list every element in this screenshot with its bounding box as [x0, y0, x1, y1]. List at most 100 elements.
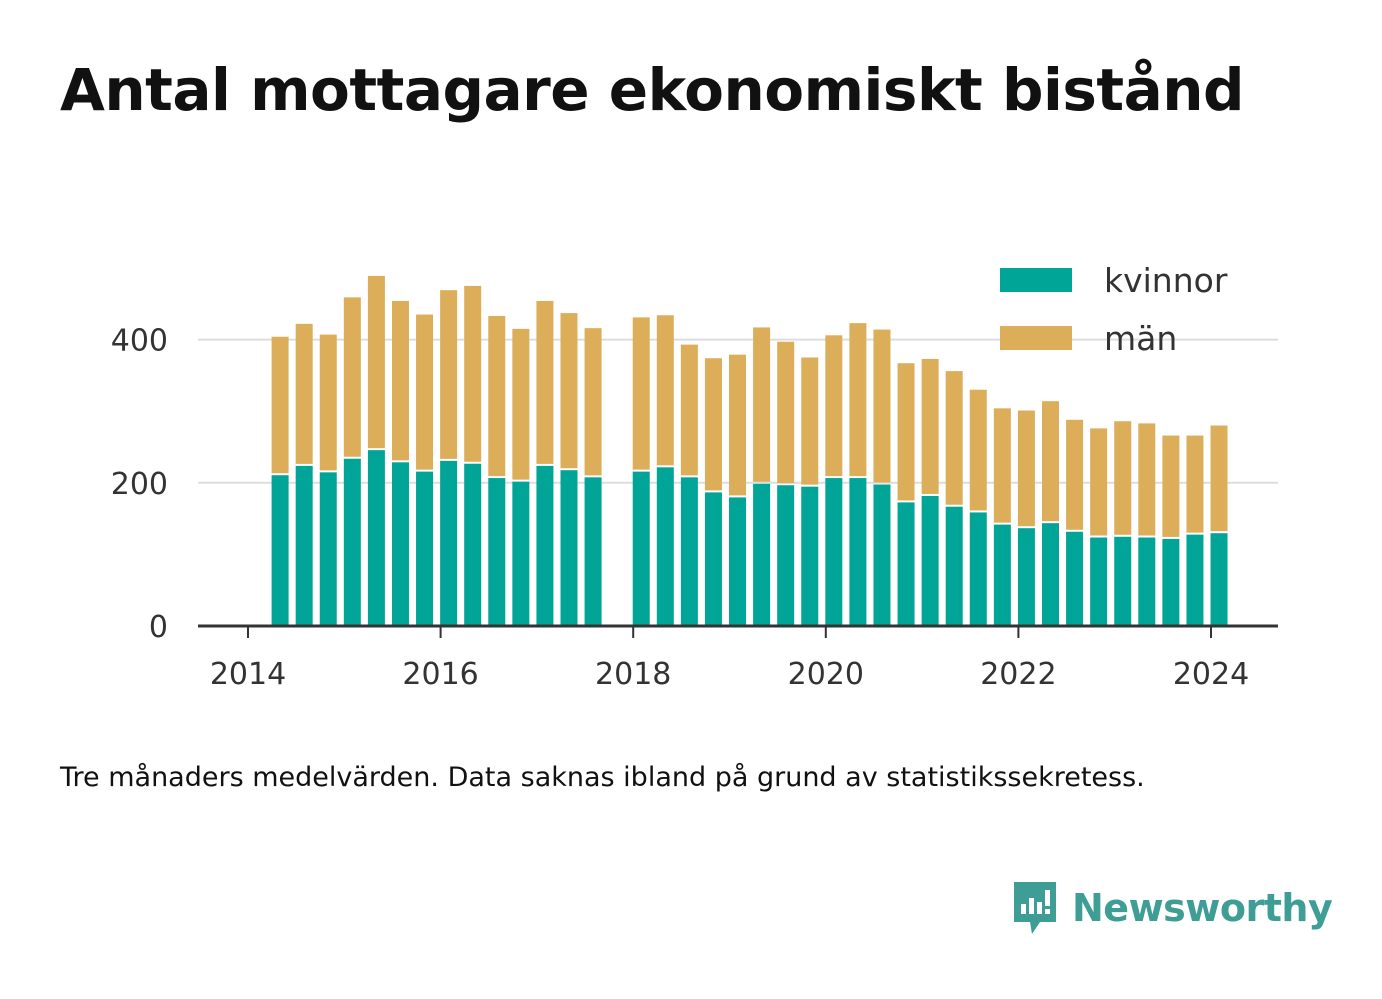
bar-man-2015-08	[391, 300, 409, 461]
bar-kvinnor-2021-05	[945, 506, 963, 626]
x-axis-tick-labels: 2014 2016 2018 2020 2022 2024	[210, 657, 1249, 692]
bar-man-2018-11	[704, 358, 722, 491]
x-tick-label: 2018	[595, 657, 671, 692]
bar-man-2020-08	[873, 329, 891, 483]
bar-kvinnor-2022-08	[1066, 531, 1084, 626]
bar-man-2023-05	[1138, 423, 1156, 536]
y-tick-label: 200	[111, 467, 168, 502]
bar-kvinnor-2023-08	[1162, 538, 1180, 626]
bar-man-2020-02	[825, 335, 843, 477]
bar-kvinnor-2020-11	[897, 502, 915, 626]
bar-kvinnor-2023-02	[1114, 536, 1132, 626]
bar-man-2024-02	[1210, 425, 1228, 532]
bar-man-2018-02	[632, 317, 650, 470]
bar-man-2020-05	[849, 323, 867, 477]
bar-man-2022-08	[1066, 419, 1084, 530]
bar-man-2023-11	[1186, 435, 1204, 533]
bar-kvinnor-2015-05	[367, 450, 385, 626]
bar-kvinnor-2016-02	[440, 460, 458, 626]
bar-man-2014-05	[271, 336, 289, 474]
bar-man-2014-11	[319, 334, 337, 471]
bar-kvinnor-2022-02	[1017, 528, 1035, 626]
bar-man-2016-08	[488, 315, 506, 477]
bar-man-2016-02	[440, 290, 458, 459]
bar-kvinnor-2021-02	[921, 495, 939, 626]
bar-kvinnor-2022-11	[1090, 537, 1108, 626]
bar-kvinnor-2018-11	[704, 492, 722, 626]
bar-kvinnor-2018-05	[656, 467, 674, 626]
bar-kvinnor-2019-05	[753, 483, 771, 626]
x-tick-label: 2014	[210, 657, 286, 692]
bar-man-2019-08	[777, 341, 795, 484]
bar-man-2020-11	[897, 363, 915, 501]
y-axis-tick-labels: 0 200 400	[111, 324, 168, 645]
bar-man-2022-11	[1090, 428, 1108, 536]
legend: kvinnor män	[1000, 261, 1228, 358]
bar-man-2023-02	[1114, 421, 1132, 535]
bar-kvinnor-2016-11	[512, 481, 530, 626]
bar-man-2021-05	[945, 371, 963, 505]
bar-kvinnor-2020-08	[873, 484, 891, 626]
bar-kvinnor-2014-05	[271, 475, 289, 626]
bar-kvinnor-2018-08	[680, 477, 698, 626]
x-tick-label: 2022	[980, 657, 1056, 692]
bar-kvinnor-2023-11	[1186, 534, 1204, 626]
bar-man-2023-08	[1162, 435, 1180, 537]
legend-label: män	[1104, 319, 1177, 358]
bar-man-2017-02	[536, 300, 554, 464]
bar-man-2015-11	[416, 314, 434, 470]
bar-man-2015-02	[343, 297, 361, 457]
bar-man-2021-08	[969, 389, 987, 511]
bar-kvinnor-2017-08	[584, 477, 602, 626]
bar-kvinnor-2015-11	[416, 471, 434, 626]
bar-man-2018-05	[656, 315, 674, 466]
bar-kvinnor-2021-11	[993, 524, 1011, 626]
bar-man-2017-05	[560, 313, 578, 469]
bar-man-2016-11	[512, 328, 530, 480]
bar-kvinnor-2024-02	[1210, 533, 1228, 626]
newsworthy-logo-icon	[1014, 882, 1056, 934]
bar-man-2019-05	[753, 327, 771, 482]
x-tick-label: 2020	[788, 657, 864, 692]
x-tick-label: 2016	[402, 657, 478, 692]
bar-man-2022-05	[1042, 401, 1059, 522]
x-tick-label: 2024	[1173, 657, 1249, 692]
chart-footnote: Tre månaders medelvärden. Data saknas ib…	[60, 762, 1145, 793]
bar-kvinnor-2015-08	[391, 462, 409, 626]
bar-kvinnor-2019-02	[729, 497, 747, 626]
bar-man-2019-11	[801, 357, 819, 485]
bars	[271, 275, 1228, 626]
bar-kvinnor-2020-02	[825, 478, 843, 626]
bar-kvinnor-2020-05	[849, 478, 867, 626]
legend-swatch-1	[1000, 326, 1072, 350]
bar-kvinnor-2016-05	[464, 463, 482, 626]
bar-kvinnor-2022-05	[1042, 523, 1059, 626]
bar-kvinnor-2015-02	[343, 458, 361, 626]
bar-man-2018-08	[680, 344, 698, 476]
bar-kvinnor-2017-05	[560, 470, 578, 626]
bar-kvinnor-2016-08	[488, 478, 506, 626]
chart-title: Antal mottagare ekonomiskt bistånd	[60, 56, 1245, 124]
y-tick-label: 0	[149, 610, 168, 645]
bar-kvinnor-2014-08	[295, 465, 313, 626]
legend-swatch-0	[1000, 268, 1072, 292]
y-tick-label: 400	[111, 324, 168, 359]
bar-kvinnor-2017-02	[536, 465, 554, 626]
bar-man-2016-05	[464, 285, 482, 462]
brand-name: Newsworthy	[1072, 886, 1333, 930]
bar-man-2014-08	[295, 323, 313, 464]
bar-man-2015-05	[367, 275, 385, 449]
bar-kvinnor-2014-11	[319, 472, 337, 626]
bar-man-2017-08	[584, 328, 602, 476]
bar-man-2019-02	[729, 354, 747, 496]
bar-kvinnor-2019-08	[777, 485, 795, 626]
bar-man-2022-02	[1017, 410, 1035, 527]
bar-kvinnor-2021-08	[969, 512, 987, 626]
bar-kvinnor-2018-02	[632, 471, 650, 626]
bar-kvinnor-2023-05	[1138, 537, 1156, 626]
bar-kvinnor-2019-11	[801, 486, 819, 626]
bar-man-2021-02	[921, 358, 939, 494]
axes	[198, 624, 1278, 638]
brand-logo: Newsworthy	[1010, 878, 1333, 938]
